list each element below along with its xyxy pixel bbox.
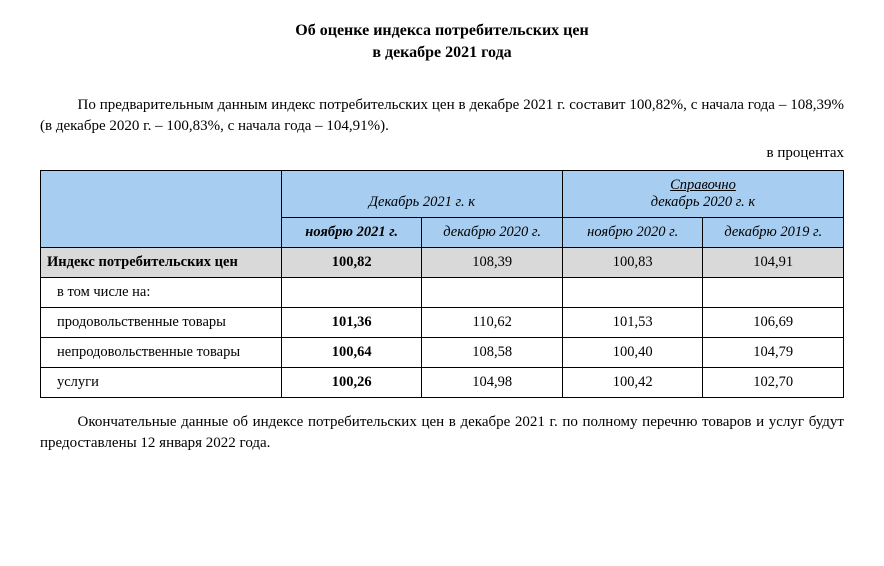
title-line-2: в декабре 2021 года — [372, 44, 511, 61]
row-value: 104,79 — [703, 337, 844, 367]
row-value: 100,64 — [281, 337, 422, 367]
header-group-ref-line1: Справочно — [670, 177, 736, 193]
header-group-ref-line2: декабрь 2020 г. к — [651, 194, 756, 210]
subheader-dec2020a: декабрю 2020 г. — [422, 217, 563, 247]
title-line-1: Об оценке индекса потребительских цен — [295, 22, 588, 39]
row-label: продовольственные товары — [41, 307, 282, 337]
header-group-dec2021: Декабрь 2021 г. к — [281, 170, 562, 217]
row-value: 101,53 — [562, 307, 703, 337]
row-value: 104,98 — [422, 367, 563, 397]
row-value — [703, 277, 844, 307]
row-label: в том числе на: — [41, 277, 282, 307]
table-row: непродовольственные товары100,64108,5810… — [41, 337, 844, 367]
intro-paragraph: По предварительным данным индекс потреби… — [40, 95, 844, 137]
header-group-ref: Справочно декабрь 2020 г. к — [562, 170, 843, 217]
row-value: 106,69 — [703, 307, 844, 337]
table-header-row-1: Декабрь 2021 г. к Справочно декабрь 2020… — [41, 170, 844, 217]
row-value: 100,82 — [281, 247, 422, 277]
row-value — [281, 277, 422, 307]
row-value: 100,26 — [281, 367, 422, 397]
row-label: Индекс потребительских цен — [41, 247, 282, 277]
subheader-nov2021: ноябрю 2021 г. — [281, 217, 422, 247]
table-row: услуги100,26104,98100,42102,70 — [41, 367, 844, 397]
document-title: Об оценке индекса потребительских цен в … — [40, 20, 844, 65]
table-row: Индекс потребительских цен100,82108,3910… — [41, 247, 844, 277]
subheader-nov2020: ноябрю 2020 г. — [562, 217, 703, 247]
table-row: продовольственные товары101,36110,62101,… — [41, 307, 844, 337]
row-value: 100,42 — [562, 367, 703, 397]
table-body: Индекс потребительских цен100,82108,3910… — [41, 247, 844, 397]
cpi-table: Декабрь 2021 г. к Справочно декабрь 2020… — [40, 170, 844, 398]
unit-label: в процентах — [40, 145, 844, 162]
row-value: 100,40 — [562, 337, 703, 367]
row-value: 101,36 — [281, 307, 422, 337]
row-value: 108,39 — [422, 247, 563, 277]
header-empty-corner — [41, 170, 282, 247]
row-value — [562, 277, 703, 307]
table-row: в том числе на: — [41, 277, 844, 307]
row-label: непродовольственные товары — [41, 337, 282, 367]
row-value: 108,58 — [422, 337, 563, 367]
row-label: услуги — [41, 367, 282, 397]
outro-paragraph: Окончательные данные об индексе потребит… — [40, 412, 844, 454]
row-value — [422, 277, 563, 307]
row-value: 104,91 — [703, 247, 844, 277]
row-value: 102,70 — [703, 367, 844, 397]
row-value: 100,83 — [562, 247, 703, 277]
row-value: 110,62 — [422, 307, 563, 337]
subheader-dec2019: декабрю 2019 г. — [703, 217, 844, 247]
